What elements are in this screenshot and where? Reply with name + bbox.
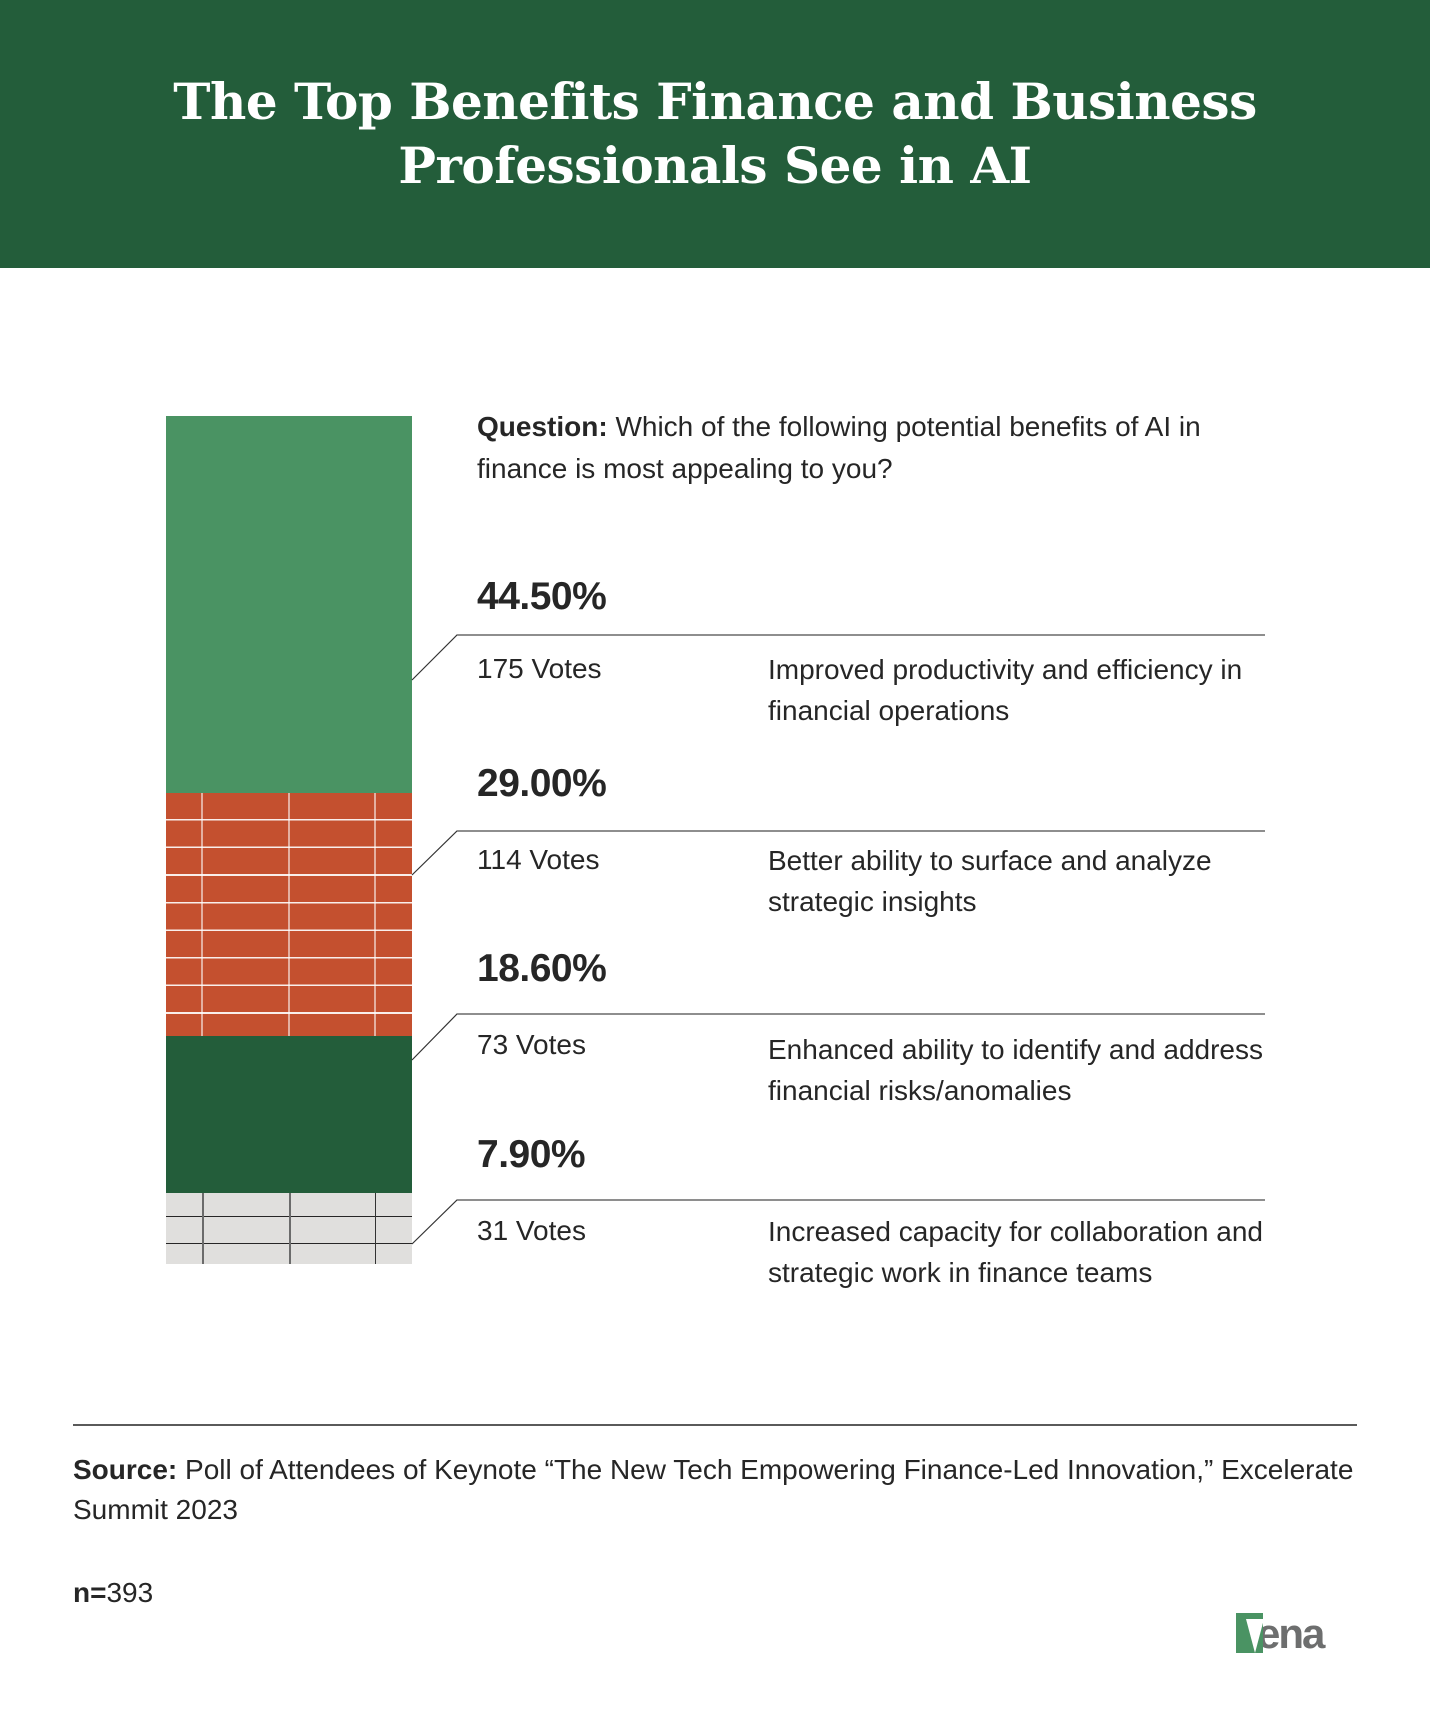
answer-description: Increased capacity for collaboration and… bbox=[768, 1216, 1263, 1288]
bar-segment-strategic-insights bbox=[166, 793, 412, 1036]
vote-count: 114 Votes bbox=[477, 844, 600, 875]
vote-count: 31 Votes bbox=[477, 1215, 586, 1246]
percent-value: 7.90% bbox=[477, 1133, 586, 1176]
source-label: Source: bbox=[73, 1454, 178, 1485]
sample-size-label: n= bbox=[73, 1577, 107, 1608]
vena-v-logo-icon bbox=[1236, 1613, 1263, 1653]
answer-description: Enhanced ability to identify and address… bbox=[768, 1034, 1263, 1106]
page-title: The Top Benefits Finance and Business Pr… bbox=[173, 72, 1257, 195]
vena-logo: ena bbox=[1236, 1610, 1325, 1657]
vote-count: 175 Votes bbox=[477, 653, 602, 684]
source-text: Poll of Attendees of Keynote “The New Te… bbox=[73, 1454, 1354, 1525]
bar-segment-risk-anomalies bbox=[166, 1036, 412, 1193]
percent-value: 29.00% bbox=[477, 762, 607, 805]
percent-value: 18.60% bbox=[477, 947, 607, 990]
answer-description: Better ability to surface and analyze st… bbox=[768, 845, 1212, 917]
bar-segment-productivity bbox=[166, 416, 412, 793]
question-text: Which of the following potential benefit… bbox=[477, 411, 1201, 484]
sample-size-value: 393 bbox=[106, 1577, 154, 1608]
source-divider bbox=[73, 1424, 1357, 1426]
sample-size: n=393 bbox=[73, 1577, 153, 1609]
stacked-bar bbox=[166, 416, 412, 1264]
logo-wordmark: ena bbox=[1257, 1610, 1325, 1657]
poll-question: Question: Which of the following potenti… bbox=[477, 406, 1277, 490]
vote-count: 73 Votes bbox=[477, 1029, 586, 1060]
bar-segment-collaboration bbox=[166, 1193, 412, 1264]
answer-description: Improved productivity and efficiency in … bbox=[768, 654, 1243, 726]
question-label: Question: bbox=[477, 411, 608, 442]
source-note: Source: Poll of Attendees of Keynote “Th… bbox=[73, 1450, 1373, 1530]
percent-value: 44.50% bbox=[477, 575, 607, 618]
title-banner: The Top Benefits Finance and Business Pr… bbox=[0, 0, 1430, 268]
